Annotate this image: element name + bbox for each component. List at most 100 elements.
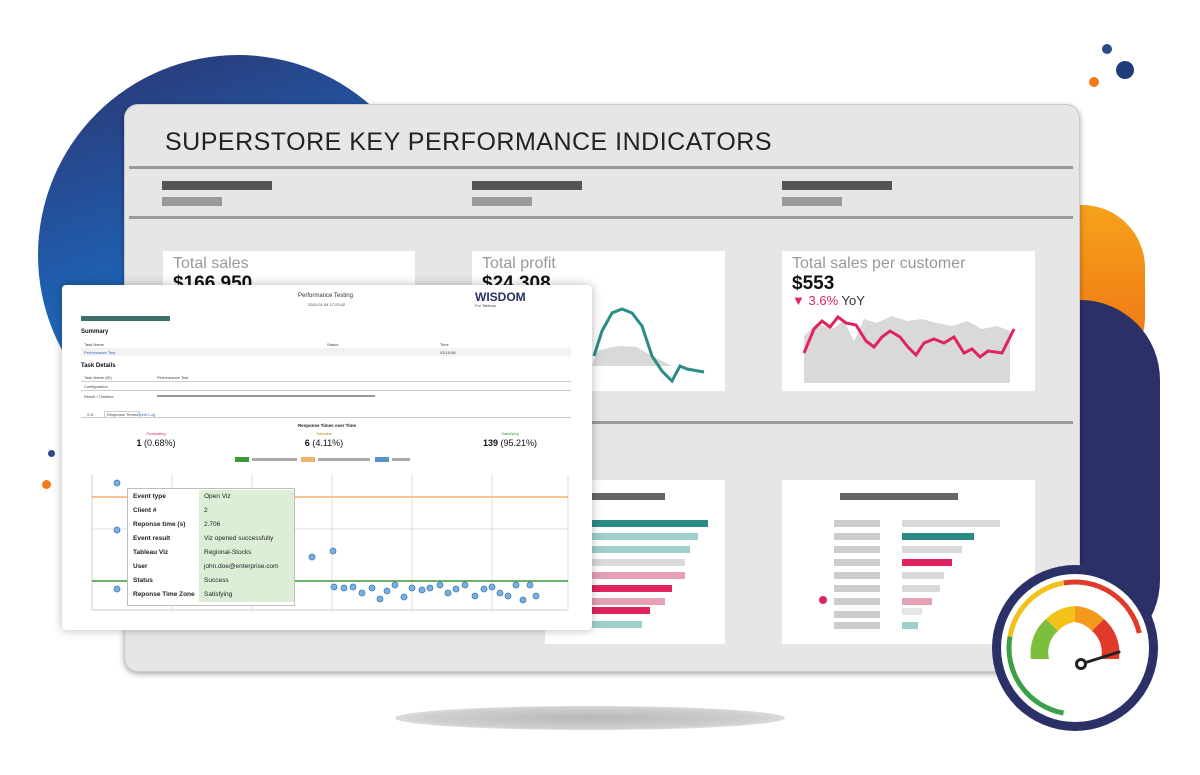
yoy-suffix: YoY <box>841 293 865 308</box>
bar <box>902 572 944 579</box>
chart-title: Response Times over Time <box>297 423 357 428</box>
legend-bar <box>392 458 410 461</box>
stat-label: Frustrating <box>146 431 166 436</box>
highlight-dot <box>819 596 827 604</box>
label-placeholder <box>834 533 880 540</box>
divider <box>81 381 571 382</box>
stat-label: Satisfying <box>501 431 519 436</box>
task-name-value: Performance Test <box>157 375 189 380</box>
label-placeholder <box>834 559 880 566</box>
dashboard-title: SUPERSTORE KEY PERFORMANCE INDICATORS <box>165 128 773 156</box>
stat-value: 6 (4.11%) <box>304 438 344 448</box>
divider <box>129 166 1073 169</box>
bar <box>590 585 672 592</box>
kpi-label: Total profit <box>482 255 556 272</box>
label-placeholder <box>834 572 880 579</box>
summary-time: 03:19:56 <box>440 350 456 355</box>
divider <box>129 216 1073 219</box>
kpi-card-sales-per-customer: Total sales per customer $553 ▼ 3.6% YoY <box>782 251 1035 391</box>
summary-col: Status <box>327 342 339 347</box>
yoy-percent: 3.6% <box>808 293 839 308</box>
report-date: 2024-01-04 17:23:42 <box>308 302 346 307</box>
bar <box>902 608 922 615</box>
placeholder-bar <box>472 181 582 190</box>
bar <box>902 598 932 605</box>
result-label: Result / Timeline <box>84 394 114 399</box>
tooltip-row: Reponse time (s) 2.706 <box>128 518 294 532</box>
tooltip-row: Reponse Time Zone Satisfying <box>128 588 294 602</box>
profit-sparkline <box>592 307 705 384</box>
bar <box>590 598 665 605</box>
summary-row <box>81 348 571 356</box>
bar <box>590 607 650 614</box>
wisdom-logo-sub: For Tableau <box>475 303 497 308</box>
bar <box>590 520 708 527</box>
wisdom-logo: WISDOM <box>475 290 526 304</box>
bar <box>590 621 642 628</box>
bar <box>902 533 974 540</box>
gauge-face <box>1001 574 1149 722</box>
stat-label: Tolerable <box>315 431 333 436</box>
kpi-label: Total sales per customer <box>792 255 966 272</box>
placeholder-bar <box>840 493 958 500</box>
bar <box>590 559 685 566</box>
report-title: Performance Testing <box>298 293 353 299</box>
bar <box>902 559 952 566</box>
down-arrow-icon: ▼ <box>792 293 805 308</box>
label-placeholder <box>834 520 880 527</box>
tab-sk[interactable]: S.K. <box>87 412 95 417</box>
report-accent-bar <box>81 316 170 321</box>
stat-value: 1 (0.68%) <box>136 438 176 448</box>
tab-event-log[interactable]: Event Log <box>137 412 156 417</box>
legend-swatch <box>375 457 389 462</box>
bar <box>902 585 940 592</box>
summary-col: Time <box>440 342 449 347</box>
bar <box>590 546 690 553</box>
stat-value: 139 (95.21%) <box>482 438 538 448</box>
speedometer-gauge-icon <box>992 565 1158 731</box>
tooltip-row: User john.doe@enterprise.com <box>128 560 294 574</box>
label-placeholder <box>834 585 880 592</box>
placeholder-bar <box>782 197 842 206</box>
label-placeholder <box>834 611 880 618</box>
placeholder-bar <box>472 197 532 206</box>
decor-dot <box>42 480 51 489</box>
divider <box>590 421 1073 424</box>
tooltip-row: Status Success <box>128 574 294 588</box>
event-tooltip: Event type Open Viz Client #2 Reponse tim… <box>127 488 295 606</box>
configuration-label: Configuration <box>84 384 108 389</box>
summary-task-link[interactable]: Performance Test <box>84 350 116 355</box>
decor-dot <box>1102 44 1112 54</box>
legend-swatch <box>235 457 249 462</box>
timeline-bar <box>157 395 375 397</box>
yoy-change: ▼ 3.6% YoY <box>792 293 865 308</box>
decor-dot <box>1089 77 1099 87</box>
stat-frustrating: Frustrating 1 (0.68%) <box>116 431 196 448</box>
stat-tolerable: Tolerable 6 (4.11%) <box>284 431 364 448</box>
task-details-heading: Task Details <box>81 363 116 369</box>
sales-per-customer-sparkline <box>802 314 1016 383</box>
label-placeholder <box>834 622 880 629</box>
decor-dot <box>1116 61 1134 79</box>
decor-dot <box>48 450 55 457</box>
label-placeholder <box>834 598 880 605</box>
tooltip-row: Event type Open Viz <box>128 490 294 504</box>
legend-bar <box>252 458 297 461</box>
placeholder-bar <box>590 493 665 500</box>
legend-swatch <box>301 457 315 462</box>
tooltip-row: Event result Viz opened successfully <box>128 532 294 546</box>
kpi-value: $553 <box>792 273 835 294</box>
bar <box>590 533 698 540</box>
stat-satisfying: Satisfying 139 (95.21%) <box>460 431 560 448</box>
placeholder-bar <box>782 181 892 190</box>
summary-col: Task Name <box>84 342 105 347</box>
bar <box>902 622 918 629</box>
divider <box>81 390 571 391</box>
legend-bar <box>318 458 370 461</box>
monitor-shadow <box>395 706 785 730</box>
bar <box>902 520 1000 527</box>
summary-heading: Summary <box>81 329 109 335</box>
placeholder-bar <box>162 181 272 190</box>
tab-response-times[interactable]: Response Times <box>104 411 140 417</box>
bar <box>902 546 962 553</box>
